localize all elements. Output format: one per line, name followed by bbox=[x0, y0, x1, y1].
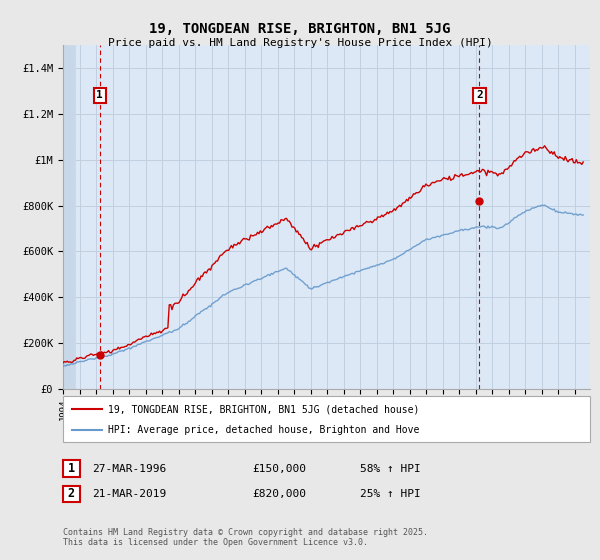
Text: 27-MAR-1996: 27-MAR-1996 bbox=[92, 464, 166, 474]
Text: 21-MAR-2019: 21-MAR-2019 bbox=[92, 489, 166, 499]
Text: Contains HM Land Registry data © Crown copyright and database right 2025.
This d: Contains HM Land Registry data © Crown c… bbox=[63, 528, 428, 547]
Text: 19, TONGDEAN RISE, BRIGHTON, BN1 5JG: 19, TONGDEAN RISE, BRIGHTON, BN1 5JG bbox=[149, 22, 451, 36]
Text: 2: 2 bbox=[68, 487, 75, 501]
Text: Price paid vs. HM Land Registry's House Price Index (HPI): Price paid vs. HM Land Registry's House … bbox=[107, 38, 493, 48]
Bar bbox=[63, 45, 76, 389]
Text: 25% ↑ HPI: 25% ↑ HPI bbox=[360, 489, 421, 499]
Text: 1: 1 bbox=[68, 462, 75, 475]
Text: 1: 1 bbox=[97, 90, 103, 100]
Text: £150,000: £150,000 bbox=[252, 464, 306, 474]
Text: 19, TONGDEAN RISE, BRIGHTON, BN1 5JG (detached house): 19, TONGDEAN RISE, BRIGHTON, BN1 5JG (de… bbox=[108, 404, 419, 414]
Text: HPI: Average price, detached house, Brighton and Hove: HPI: Average price, detached house, Brig… bbox=[108, 424, 419, 435]
Text: 2: 2 bbox=[476, 90, 483, 100]
Text: £820,000: £820,000 bbox=[252, 489, 306, 499]
Text: 58% ↑ HPI: 58% ↑ HPI bbox=[360, 464, 421, 474]
